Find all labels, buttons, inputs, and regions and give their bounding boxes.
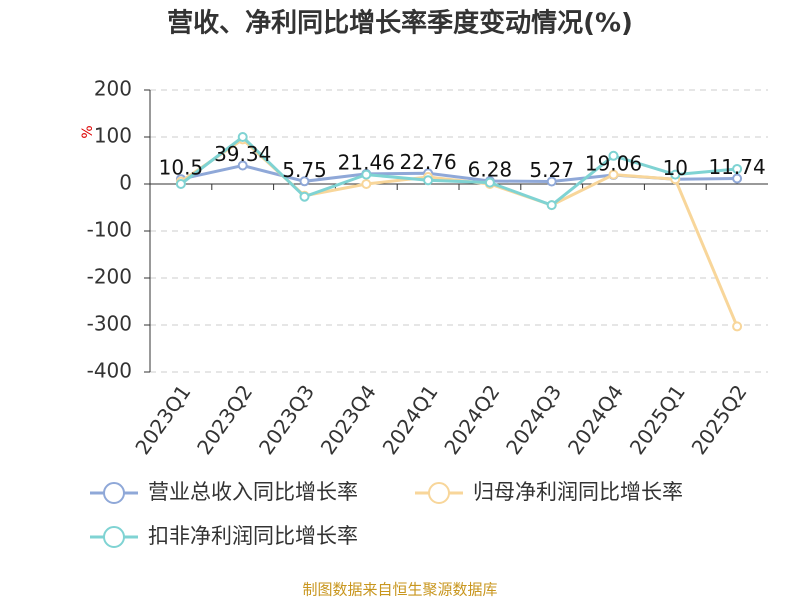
- data-point: [237, 160, 248, 171]
- y-tick-label: -400: [87, 359, 132, 383]
- data-label: 6.28: [468, 158, 513, 182]
- y-axis-label: %: [80, 125, 96, 138]
- legend-label: 营业总收入同比增长率: [148, 480, 358, 504]
- data-point: [732, 173, 743, 184]
- data-label: 10: [663, 156, 688, 180]
- x-tick-label: 2025Q1: [625, 380, 690, 459]
- data-label: 22.76: [399, 150, 456, 174]
- y-tick-label: 200: [94, 77, 132, 101]
- legend-marker: [103, 482, 125, 504]
- data-label: 19.06: [585, 152, 642, 176]
- y-tick-label: -100: [87, 218, 132, 242]
- data-point: [732, 321, 743, 332]
- data-label: 11.74: [708, 155, 765, 179]
- y-tick-label: -300: [87, 312, 132, 336]
- data-point: [175, 179, 186, 189]
- x-tick-label: 2023Q1: [130, 380, 195, 459]
- data-point: [237, 132, 248, 142]
- data-point: [732, 163, 743, 174]
- series-line: [179, 135, 738, 207]
- data-point: [546, 200, 557, 211]
- data-point: [361, 179, 372, 189]
- data-point: [299, 191, 310, 202]
- x-tick-label: 2025Q2: [687, 380, 752, 459]
- data-point: [423, 175, 434, 186]
- source-note: 制图数据来自恒生聚源数据库: [302, 581, 497, 599]
- data-label: 39.34: [214, 142, 271, 166]
- y-tick-label: -200: [87, 265, 132, 289]
- data-label: 5.75: [282, 158, 327, 182]
- legend-marker: [428, 482, 450, 504]
- x-tick-label: 2024Q4: [563, 380, 628, 459]
- x-tick-label: 2023Q2: [192, 380, 257, 459]
- legend-marker: [103, 526, 125, 548]
- chart-title: 营收、净利同比增长率季度变动情况(%): [167, 8, 633, 39]
- x-tick-label: 2023Q3: [254, 380, 319, 459]
- data-label: 10.5: [159, 156, 204, 180]
- x-tick-label: 2024Q2: [439, 380, 504, 459]
- x-tick-label: 2023Q4: [316, 380, 381, 459]
- x-tick-label: 2024Q3: [501, 380, 566, 459]
- data-point: [546, 176, 557, 187]
- legend-label: 扣非净利润同比增长率: [148, 524, 358, 548]
- legend-label: 归母净利润同比增长率: [473, 480, 683, 504]
- y-tick-label: 0: [119, 171, 132, 195]
- data-point: [484, 177, 495, 188]
- data-point: [670, 169, 681, 180]
- data-label: 21.46: [338, 150, 395, 174]
- y-tick-label: 100: [94, 124, 132, 148]
- data-point: [608, 169, 619, 180]
- data-label: 5.27: [529, 158, 574, 182]
- data-point: [361, 169, 372, 180]
- x-tick-label: 2024Q1: [378, 380, 443, 459]
- data-point: [608, 150, 619, 161]
- data-point: [299, 176, 310, 187]
